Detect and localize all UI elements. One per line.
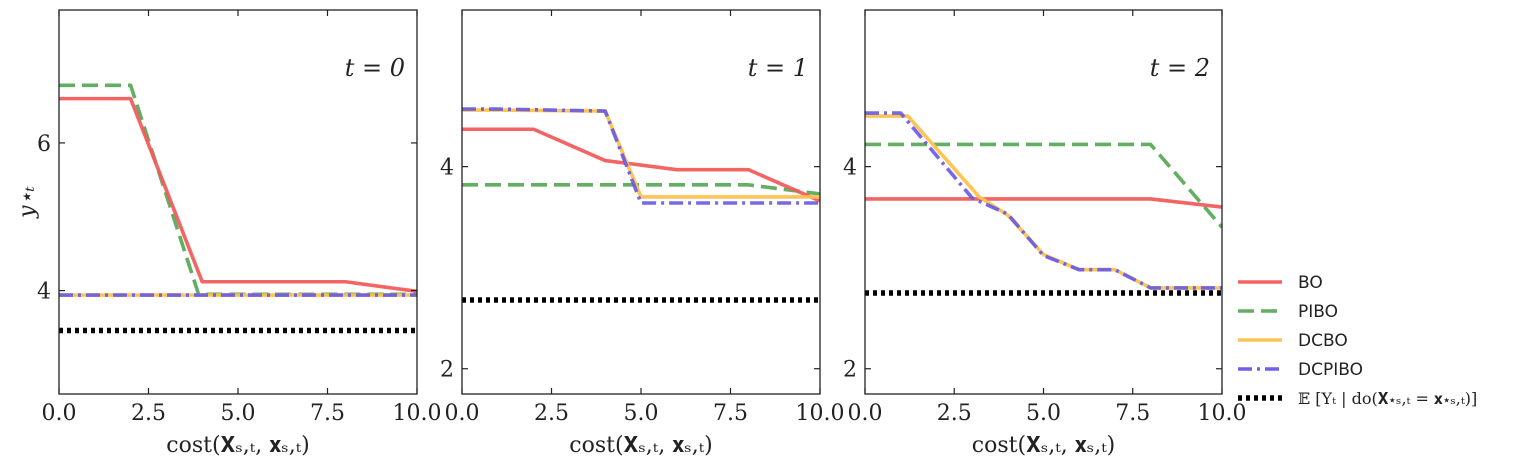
panel-1: 0.0 2.5 5.0 7.5 10.0 2 4 t = 1 cost(𝐗ₛ,ₜ, 𝐱ₛ,ₜ) — [440, 9, 845, 458]
legend-entry-dcbo: DCBO — [1238, 331, 1348, 351]
panel-0: 0.0 2.5 5.0 7.5 10.0 4 6 t = 0 cost(𝐗ₛ,ₜ, 𝐱ₛ,ₜ) y… — [15, 9, 442, 458]
x-tick-label: 7.5 — [1115, 401, 1150, 426]
x-tick-label: 10.0 — [1198, 401, 1247, 426]
x-tick-label: 10.0 — [796, 401, 845, 426]
x-axis-label: cost(𝐗ₛ,ₜ, 𝐱ₛ,ₜ) — [569, 433, 712, 458]
panel-title: t = 1 — [748, 54, 808, 82]
x-tick-label: 7.5 — [310, 401, 345, 426]
x-tick-label: 2.5 — [534, 401, 569, 426]
series-group — [59, 83, 417, 334]
y-tick-label: 4 — [37, 280, 51, 305]
series-line-bo — [462, 127, 820, 203]
series-line-pibo — [865, 142, 1222, 229]
series-group — [462, 107, 820, 303]
legend-entry-bo: BO — [1238, 273, 1323, 293]
series-line-dcpibo — [462, 107, 820, 205]
x-axis-label: cost(𝐗ₛ,ₜ, 𝐱ₛ,ₜ) — [972, 433, 1115, 458]
legend-label: DCPIBO — [1298, 360, 1363, 380]
x-tick-label: 2.5 — [937, 401, 972, 426]
x-tick-label: 5.0 — [1026, 401, 1061, 426]
x-tick-label: 5.0 — [624, 401, 659, 426]
legend-label: PIBO — [1298, 302, 1338, 322]
x-tick-label: 7.5 — [713, 401, 748, 426]
panel-title: t = 2 — [1150, 54, 1210, 82]
legend-label: BO — [1298, 273, 1323, 293]
x-tick-label: 2.5 — [131, 401, 166, 426]
y-tick-label: 4 — [440, 156, 454, 181]
legend: BO PIBO DCBO DCPIBO 𝔼 [Yₜ | do(𝐗⋆ₛ,ₜ = 𝐱⋆ₛ,ₜ… — [1238, 273, 1477, 408]
y-tick-label: 2 — [843, 358, 857, 383]
y-tick-label: 6 — [37, 132, 51, 157]
panels: 0.0 2.5 5.0 7.5 10.0 4 6 t = 0 cost(𝐗ₛ,ₜ, 𝐱ₛ,ₜ) y… — [15, 9, 1247, 458]
series-line-bo — [59, 96, 417, 294]
legend-label: DCBO — [1298, 331, 1348, 351]
legend-entry-baseline: 𝔼 [Yₜ | do(𝐗⋆ₛ,ₜ = 𝐱⋆ₛ,ₜ)] — [1238, 389, 1477, 408]
x-axis-label: cost(𝐗ₛ,ₜ, 𝐱ₛ,ₜ) — [166, 433, 309, 458]
series-group — [865, 111, 1222, 296]
panel-title: t = 0 — [345, 54, 405, 82]
x-tick-label: 10.0 — [393, 401, 442, 426]
series-line-bo — [865, 197, 1222, 209]
y-tick-label: 4 — [843, 156, 857, 181]
x-tick-label: 0.0 — [445, 401, 480, 426]
legend-entry-pibo: PIBO — [1238, 302, 1338, 322]
x-tick-label: 0.0 — [42, 401, 77, 426]
series-line-pibo — [59, 83, 417, 297]
series-line-dcbo — [865, 114, 1222, 290]
panel-2: 0.0 2.5 5.0 7.5 10.0 2 4 t = 2 cost(𝐗ₛ,ₜ, 𝐱ₛ,ₜ) — [843, 9, 1247, 458]
legend-label: 𝔼 [Yₜ | do(𝐗⋆ₛ,ₜ = 𝐱⋆ₛ,ₜ)] — [1298, 389, 1477, 408]
y-axis-label: y⋆ₜ — [15, 186, 40, 219]
x-tick-label: 0.0 — [848, 401, 883, 426]
legend-entry-dcpibo: DCPIBO — [1238, 360, 1363, 380]
y-tick-label: 2 — [440, 358, 454, 383]
x-tick-label: 5.0 — [221, 401, 256, 426]
